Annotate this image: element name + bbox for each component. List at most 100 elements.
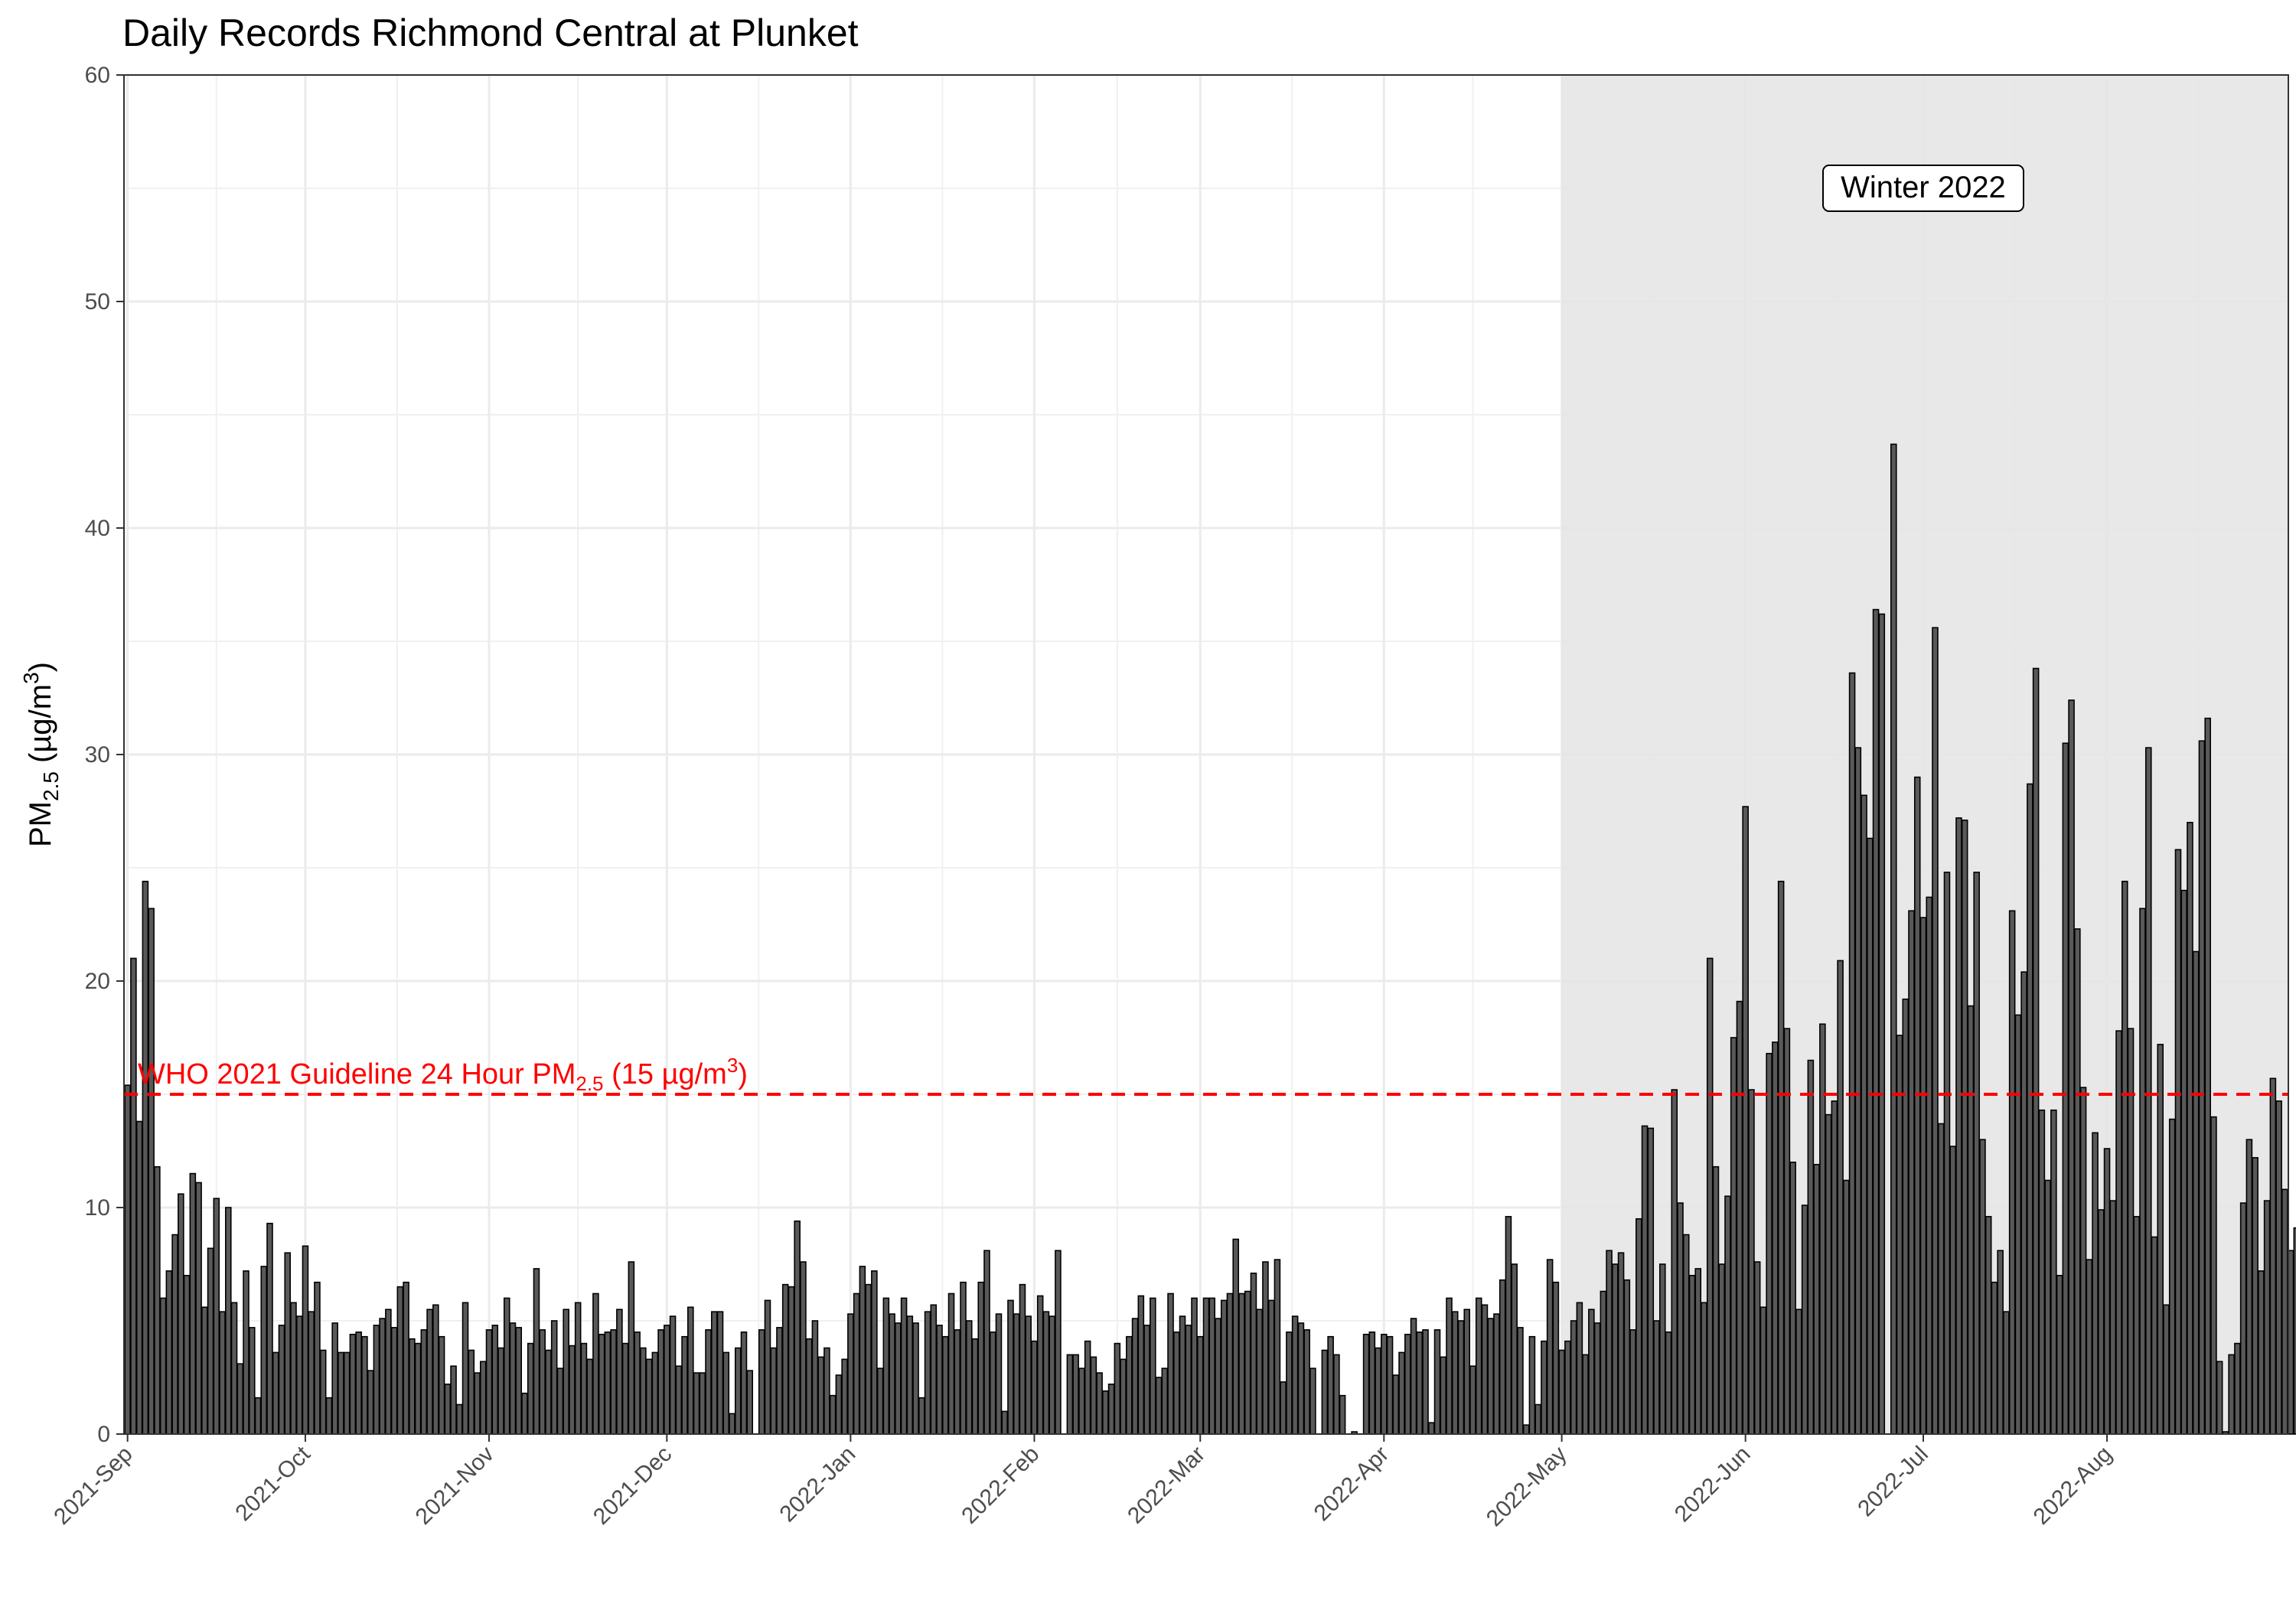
bar: [788, 1286, 795, 1435]
bar: [1991, 1281, 1998, 1435]
bar: [479, 1361, 487, 1435]
y-title-rest: (µg/m: [24, 684, 57, 771]
bar: [1867, 837, 1874, 1435]
bar: [1321, 1349, 1329, 1435]
bar: [1161, 1367, 1169, 1435]
bar: [1107, 1384, 1115, 1435]
bar: [1730, 1037, 1737, 1435]
bar: [1837, 960, 1844, 1435]
bar: [1150, 1297, 1156, 1435]
bar: [1404, 1333, 1411, 1435]
y-title-sup: 3: [19, 672, 43, 684]
bar: [533, 1268, 540, 1435]
bar: [1522, 1424, 1530, 1435]
bar: [1090, 1356, 1097, 1435]
bar: [130, 957, 137, 1435]
x-tick-label: 2022-May: [1482, 1442, 1572, 1532]
who-label-part-0: WHO 2021 Guideline 24 Hour PM: [138, 1058, 576, 1090]
bar: [474, 1372, 481, 1435]
bar: [485, 1329, 493, 1435]
bar: [1238, 1292, 1245, 1435]
bar: [805, 1338, 813, 1435]
bar: [675, 1365, 683, 1435]
bar: [2109, 1200, 2117, 1435]
bar: [1291, 1315, 1299, 1435]
bars: [124, 443, 2296, 1435]
bar: [290, 1302, 297, 1435]
who-label-part-4: ): [738, 1058, 748, 1090]
bar: [794, 1220, 801, 1435]
bar: [1333, 1354, 1340, 1435]
bar: [1433, 1329, 1441, 1435]
bar: [349, 1333, 357, 1435]
bar: [1398, 1351, 1405, 1435]
bar: [853, 1292, 860, 1435]
x-tick-label: 2022-Aug: [2029, 1442, 2117, 1530]
bar: [1102, 1390, 1109, 1435]
bar: [1339, 1394, 1346, 1435]
bar: [734, 1347, 742, 1435]
bar: [687, 1306, 694, 1435]
bar: [2098, 1209, 2105, 1435]
bar: [556, 1367, 564, 1435]
bar: [2079, 1087, 2087, 1435]
bar: [705, 1329, 712, 1435]
bar: [1274, 1259, 1281, 1435]
bar: [1072, 1354, 1079, 1435]
bar: [1215, 1318, 1221, 1435]
bar: [1114, 1342, 1121, 1435]
bar: [930, 1304, 938, 1435]
bar: [1919, 917, 1927, 1435]
bar: [1926, 896, 1933, 1435]
x-tick-label: 2022-Feb: [957, 1442, 1044, 1529]
bar: [1653, 1320, 1660, 1435]
bar: [882, 1297, 890, 1435]
bar: [1718, 1263, 1725, 1435]
bar: [1636, 1218, 1642, 1435]
bar: [1854, 747, 1862, 1435]
bar: [859, 1266, 866, 1435]
bar: [2252, 1157, 2258, 1435]
bar: [2192, 950, 2200, 1435]
bar: [497, 1347, 504, 1435]
x-tick-label: 2022-Jun: [1670, 1442, 1756, 1527]
bar: [598, 1333, 605, 1435]
bar: [2204, 717, 2211, 1435]
bar: [219, 1311, 226, 1435]
bar: [681, 1335, 688, 1435]
bar: [2180, 889, 2187, 1435]
bar: [1019, 1283, 1026, 1435]
bar: [343, 1351, 351, 1435]
bar: [1997, 1250, 2004, 1435]
bar: [178, 1193, 184, 1435]
bar: [2086, 1259, 2093, 1435]
bar: [338, 1351, 344, 1435]
bar: [521, 1392, 528, 1435]
bar: [509, 1322, 517, 1435]
bar: [325, 1397, 333, 1435]
bar: [1967, 1005, 1975, 1435]
y-tick-label: 50: [85, 289, 110, 315]
y-title-end: ): [24, 662, 57, 672]
bar: [871, 1270, 878, 1435]
bar: [1546, 1259, 1554, 1435]
bar: [2056, 1275, 2063, 1435]
bar: [1286, 1332, 1293, 1435]
bar: [2062, 742, 2069, 1435]
bar: [835, 1374, 843, 1435]
bar: [2144, 747, 2152, 1435]
bar: [900, 1297, 908, 1435]
bar: [527, 1342, 534, 1435]
bar: [1861, 794, 1867, 1435]
bar: [1961, 820, 1968, 1435]
bar: [764, 1299, 771, 1435]
bar: [1517, 1327, 1524, 1435]
bar: [586, 1358, 593, 1435]
bar: [2275, 1100, 2282, 1435]
bar: [1629, 1329, 1636, 1435]
bar: [758, 1329, 765, 1435]
bar: [1143, 1325, 1150, 1435]
bar: [1096, 1372, 1103, 1435]
bar: [1671, 1089, 1678, 1435]
